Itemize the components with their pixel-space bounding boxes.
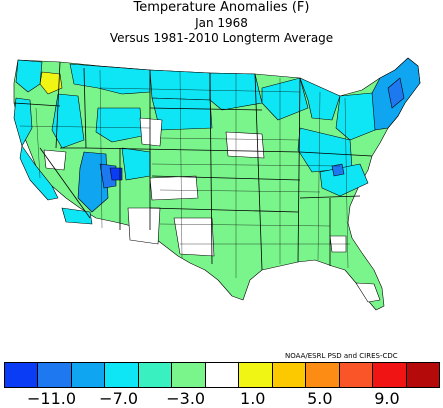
legend-swatch (71, 363, 106, 387)
division-mo-white (225, 131, 265, 159)
division-wi (261, 77, 309, 121)
legend-swatch (105, 363, 139, 387)
division-borders (19, 69, 350, 278)
division-az-cyan (61, 207, 93, 225)
legend-swatch (306, 363, 340, 387)
legend-label: −11.0 (27, 389, 77, 408)
legend-swatch (172, 363, 206, 387)
legend-label: −7.0 (99, 389, 139, 408)
division-ca-coast (19, 145, 59, 201)
color-legend-bar (4, 362, 440, 388)
legend-label: 5.0 (307, 389, 333, 408)
division-ut-dark (109, 167, 123, 181)
map-title: Temperature Anomalies (F) (133, 0, 310, 15)
legend-swatch (239, 363, 273, 387)
division-tx-white (173, 217, 215, 257)
legend-label: 9.0 (374, 389, 400, 408)
us-climate-division-map (13, 57, 421, 311)
legend-swatch (138, 363, 173, 387)
division-wy (95, 107, 143, 143)
map-subtitle: Versus 1981-2010 Longterm Average (109, 31, 334, 45)
division-nv-white (43, 149, 67, 171)
data-credit: NOAA/ESRL PSD and CIRES-CDC (285, 352, 398, 360)
legend-swatch (272, 363, 307, 387)
legend-swatch (339, 363, 374, 387)
state-borders (13, 61, 373, 271)
division-fl-white (355, 282, 381, 303)
legend-label: 1.0 (240, 389, 266, 408)
division-ne-blue (387, 77, 405, 109)
map-date: Jan 1968 (195, 16, 248, 30)
division-wv-blue (331, 163, 345, 177)
division-id (51, 93, 85, 149)
legend-swatch (406, 363, 440, 387)
color-legend-labels: −11.0 −7.0 −3.0 1.0 5.0 9.0 (4, 389, 440, 408)
legend-swatch (5, 363, 39, 387)
division-nm-white (127, 207, 161, 245)
legend-swatch (373, 363, 407, 387)
legend-swatch (38, 363, 72, 387)
division-va-md (319, 163, 369, 197)
division-co-cyan (121, 147, 151, 181)
division-ny (335, 92, 376, 141)
division-ks-white (149, 175, 199, 201)
legend-swatch (205, 363, 240, 387)
division-or-coast (13, 97, 33, 147)
division-wy-white (139, 117, 163, 147)
division-wa-coast (15, 59, 43, 93)
legend-label: −3.0 (166, 389, 206, 408)
